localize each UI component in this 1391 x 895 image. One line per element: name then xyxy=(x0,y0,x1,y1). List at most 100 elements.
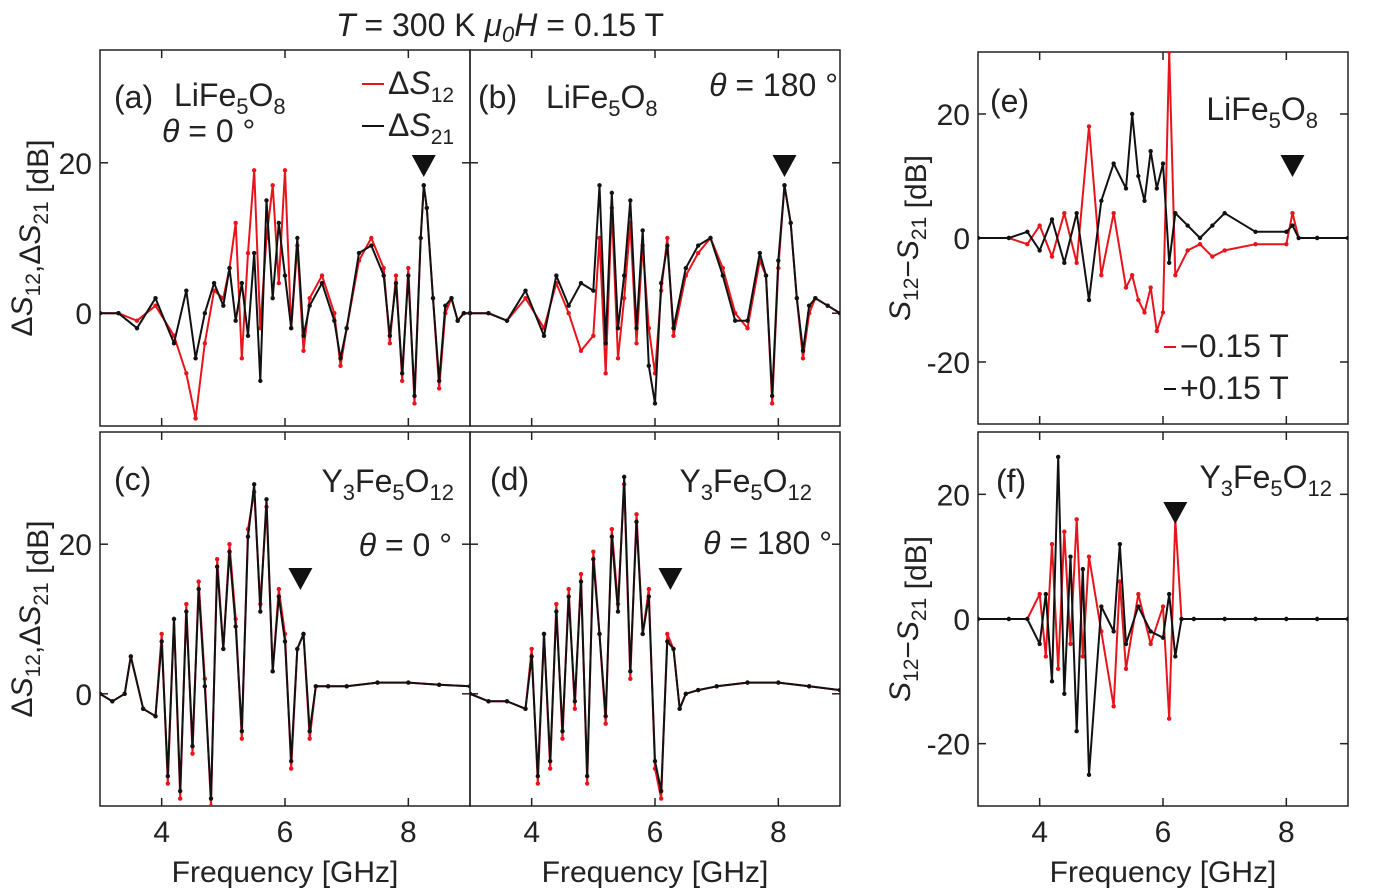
data-point xyxy=(763,273,769,278)
data-point xyxy=(211,280,217,286)
data-point xyxy=(591,333,596,338)
data-point xyxy=(1062,260,1067,265)
x-tick-label: 4 xyxy=(1031,816,1048,849)
data-point xyxy=(1314,235,1320,241)
data-point xyxy=(1222,616,1227,622)
x-axis-label: Frequency [GHz] xyxy=(1050,856,1277,889)
series-group xyxy=(978,454,1348,778)
resonance-marker xyxy=(288,568,313,590)
data-point xyxy=(338,363,343,369)
data-point xyxy=(1253,616,1258,622)
data-point xyxy=(1253,242,1258,247)
data-point xyxy=(264,198,269,203)
data-point xyxy=(1284,242,1289,247)
data-point xyxy=(560,729,565,734)
data-point xyxy=(665,631,670,637)
data-point xyxy=(140,706,146,711)
data-point xyxy=(535,781,541,786)
angle-label: θ = 0 ° xyxy=(162,113,255,149)
data-point xyxy=(1049,254,1055,259)
data-point xyxy=(1314,616,1320,622)
data-point xyxy=(504,318,510,323)
series-line-black xyxy=(470,184,840,405)
data-point xyxy=(412,401,417,406)
data-point xyxy=(177,788,183,794)
x-tick-label: 6 xyxy=(647,816,664,849)
data-point xyxy=(276,586,282,592)
data-point xyxy=(646,586,652,592)
data-point xyxy=(603,714,608,719)
data-point xyxy=(288,326,294,331)
y-axis-label: S12−S21 [dB] xyxy=(884,536,933,702)
data-point xyxy=(523,295,528,301)
data-point xyxy=(646,363,652,369)
data-point xyxy=(344,684,349,689)
data-point xyxy=(470,311,473,316)
data-point xyxy=(640,631,645,637)
data-point xyxy=(837,687,840,693)
data-point xyxy=(202,684,208,689)
data-point xyxy=(628,676,633,682)
data-point xyxy=(708,235,713,241)
angle-label: θ = 180 ° xyxy=(709,67,838,103)
data-point xyxy=(1160,310,1166,315)
y-tick-label: 20 xyxy=(59,529,92,562)
data-point xyxy=(1173,654,1178,659)
data-point xyxy=(295,235,300,241)
data-point xyxy=(1173,211,1178,216)
data-point xyxy=(1074,260,1079,265)
data-point xyxy=(227,265,232,271)
data-point xyxy=(1148,629,1153,634)
data-point xyxy=(745,318,750,323)
data-point xyxy=(1025,616,1030,622)
x-axis-label: Frequency [GHz] xyxy=(542,856,769,889)
data-point xyxy=(776,258,781,263)
data-point xyxy=(1296,235,1301,241)
data-point xyxy=(769,393,775,399)
data-point xyxy=(387,341,393,346)
series-group xyxy=(470,474,840,801)
data-point xyxy=(1166,591,1172,597)
data-point xyxy=(177,796,183,801)
data-point xyxy=(406,265,411,271)
data-point xyxy=(1160,161,1166,166)
data-point xyxy=(615,609,621,614)
data-point xyxy=(1123,641,1129,647)
y-tick-label: 0 xyxy=(953,604,970,637)
data-point xyxy=(813,295,818,301)
title-mu: μ xyxy=(484,7,503,43)
data-point xyxy=(319,280,325,286)
x-tick-label: 6 xyxy=(1155,816,1172,849)
data-point xyxy=(658,796,664,801)
data-point xyxy=(436,386,442,391)
data-point xyxy=(381,273,386,278)
data-point xyxy=(1222,211,1227,216)
data-point xyxy=(1055,666,1061,672)
data-point xyxy=(769,401,775,406)
series-group xyxy=(100,168,470,421)
data-point xyxy=(436,682,442,688)
angle-label: θ = 180 ° xyxy=(703,525,832,561)
title-mu-subscript: 0 xyxy=(502,22,515,47)
data-point xyxy=(1136,604,1141,609)
data-point xyxy=(387,333,393,338)
series-line-black xyxy=(100,184,470,397)
data-point xyxy=(1086,297,1092,303)
data-point xyxy=(1049,217,1055,222)
material-label: Y3Fe5O12 xyxy=(1199,459,1332,501)
data-point xyxy=(307,736,312,741)
data-point xyxy=(1185,223,1190,228)
data-point xyxy=(1006,616,1012,622)
data-point xyxy=(1111,629,1116,634)
y-tick-label: 20 xyxy=(59,148,92,181)
panel-label: (e) xyxy=(990,83,1029,119)
data-point xyxy=(1074,211,1079,216)
y-axis-label: S12−S21 [dB] xyxy=(884,155,933,321)
data-point xyxy=(208,803,214,806)
resonance-marker xyxy=(1163,502,1188,524)
data-point xyxy=(1062,211,1067,216)
data-point xyxy=(776,680,781,685)
legend-label: −0.15 T xyxy=(1180,328,1289,364)
